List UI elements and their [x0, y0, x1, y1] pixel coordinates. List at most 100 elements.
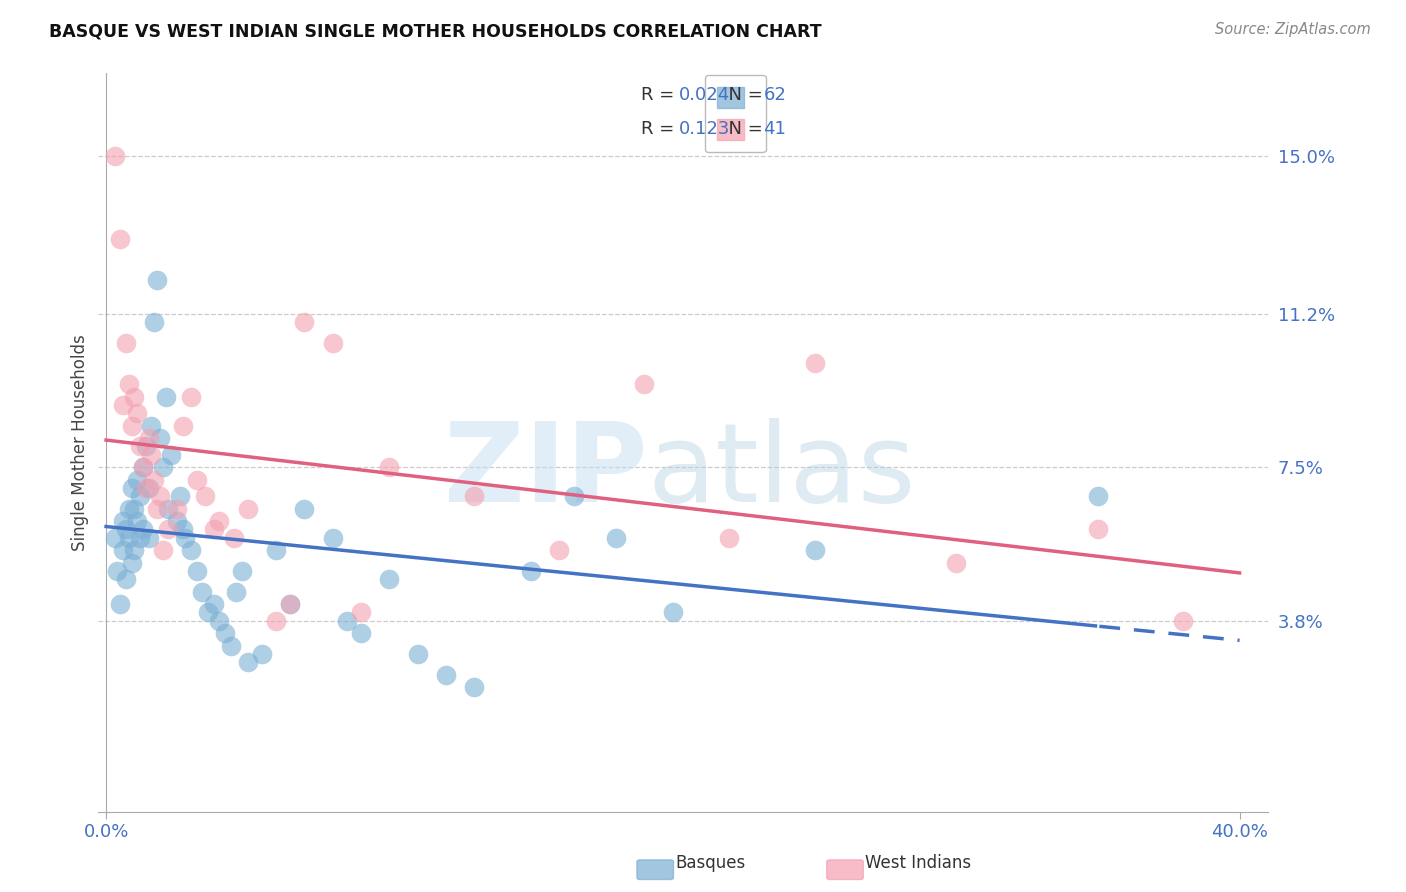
Point [174, 531, 197, 545]
Point [208, 614, 231, 628]
Text: West Indians: West Indians [865, 855, 970, 872]
Point [463, 680, 485, 694]
Point [160, 448, 183, 462]
Point [138, 531, 160, 545]
Point [718, 531, 741, 545]
Point [278, 597, 301, 611]
Point [146, 273, 169, 287]
Point [350, 606, 373, 620]
Text: BASQUE VS WEST INDIAN SINGLE MOTHER HOUSEHOLDS CORRELATION CHART: BASQUE VS WEST INDIAN SINGLE MOTHER HOUS… [49, 22, 823, 40]
Point [194, 489, 217, 503]
Point [322, 335, 344, 350]
Text: 62: 62 [763, 87, 786, 104]
Text: N =: N = [717, 87, 769, 104]
Point [250, 647, 273, 661]
Text: R =: R = [641, 120, 681, 138]
Legend: , : , [704, 75, 766, 153]
Text: Basques: Basques [675, 855, 745, 872]
Point [115, 522, 138, 536]
Point [219, 639, 242, 653]
Point [127, 514, 149, 528]
Point [662, 606, 685, 620]
Point [236, 501, 259, 516]
Point [434, 667, 457, 681]
Point [548, 543, 571, 558]
Point [186, 564, 208, 578]
Text: R =: R = [641, 87, 681, 104]
Point [214, 626, 236, 640]
Point [202, 522, 225, 536]
Point [169, 489, 191, 503]
Point [157, 522, 180, 536]
Point [135, 481, 157, 495]
Point [141, 448, 163, 462]
Point [463, 489, 485, 503]
Point [143, 473, 166, 487]
Point [129, 531, 152, 545]
Point [124, 390, 146, 404]
Point [118, 377, 141, 392]
Point [112, 514, 135, 528]
Point [118, 531, 141, 545]
Point [378, 572, 401, 586]
Text: 0.123: 0.123 [679, 120, 731, 138]
Point [1087, 522, 1109, 536]
Point [141, 418, 163, 433]
Point [112, 543, 135, 558]
Point [166, 501, 188, 516]
Point [172, 418, 194, 433]
Y-axis label: Single Mother Households: Single Mother Households [72, 334, 89, 550]
Point [264, 614, 287, 628]
Point [112, 398, 135, 412]
Point [350, 626, 373, 640]
Text: 41: 41 [763, 120, 786, 138]
Point [103, 149, 125, 163]
Point [225, 584, 247, 599]
Point [803, 356, 825, 370]
Point [278, 597, 301, 611]
Point [121, 481, 143, 495]
Point [110, 232, 132, 246]
Point [127, 406, 149, 420]
Point [1087, 489, 1109, 503]
Point [121, 556, 143, 570]
Point [264, 543, 287, 558]
Point [115, 572, 138, 586]
Point [186, 473, 208, 487]
Point [605, 531, 627, 545]
Point [124, 501, 146, 516]
Point [121, 418, 143, 433]
Point [294, 501, 316, 516]
Point [180, 390, 202, 404]
Point [138, 431, 160, 445]
Point [191, 584, 214, 599]
Point [945, 556, 967, 570]
Point [406, 647, 429, 661]
Point [107, 564, 129, 578]
Point [146, 501, 169, 516]
Point [202, 597, 225, 611]
Point [152, 543, 174, 558]
Point [129, 489, 152, 503]
Point [336, 614, 359, 628]
Point [143, 315, 166, 329]
Point [149, 431, 172, 445]
Point [132, 460, 155, 475]
Point [166, 514, 188, 528]
Point [208, 514, 231, 528]
Text: 0.024: 0.024 [679, 87, 730, 104]
Point [236, 655, 259, 669]
Text: N =: N = [717, 120, 769, 138]
Point [520, 564, 543, 578]
Point [803, 543, 825, 558]
Point [222, 531, 245, 545]
Point [562, 489, 585, 503]
Point [197, 606, 219, 620]
Point [172, 522, 194, 536]
Text: ZIP: ZIP [444, 418, 648, 525]
Point [129, 439, 152, 453]
Point [135, 439, 157, 453]
Point [231, 564, 253, 578]
Point [124, 543, 146, 558]
Point [149, 489, 172, 503]
